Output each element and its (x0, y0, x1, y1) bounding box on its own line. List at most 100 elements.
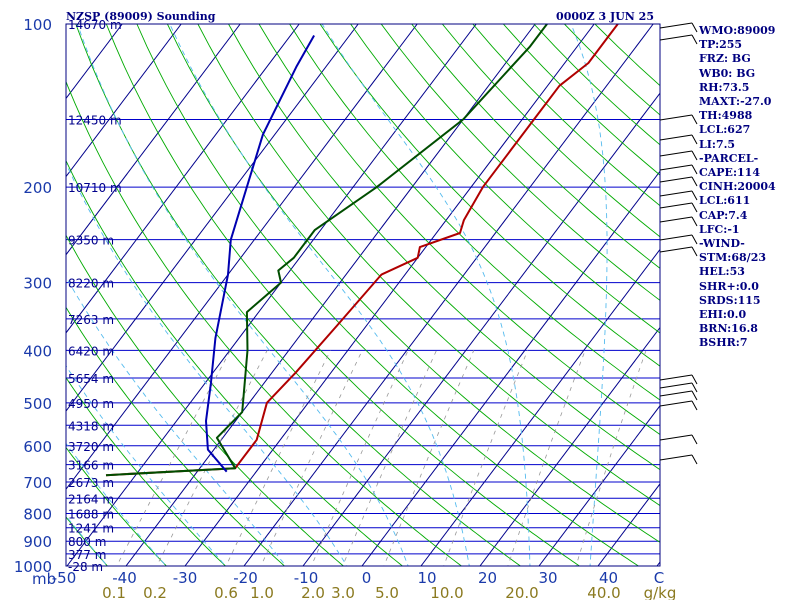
dry-adiabat-line (319, 24, 660, 367)
dry-adiabat-line (66, 234, 345, 566)
height-label: 6420 m (68, 344, 114, 358)
wind-barb (659, 164, 693, 171)
isotherm-line (479, 326, 660, 566)
dry-adiabat-line (75, 24, 522, 566)
height-label: 3166 m (68, 459, 114, 473)
height-label: 8220 m (68, 277, 114, 291)
pressure-unit-label: mb (32, 570, 56, 588)
temperature-tick-label: -10 (294, 569, 319, 587)
dry-adiabat-line (197, 24, 660, 507)
temperature-unit-label: C (654, 569, 664, 587)
wind-barb (659, 382, 693, 389)
wind-barb-flag (691, 150, 698, 161)
wind-barb-flag (691, 164, 698, 175)
sounding-index-item: EHI:0.0 (699, 308, 747, 321)
wind-barb-flag (691, 234, 698, 245)
mixing-ratio-label: 0.1 (102, 584, 126, 600)
isotherm-line (302, 92, 660, 566)
pressure-tick-label: 1000 (14, 558, 52, 576)
dry-adiabat-line (66, 80, 463, 566)
isotherm-line (66, 24, 241, 256)
wind-barb (659, 150, 693, 157)
wind-barb (659, 390, 693, 397)
mixing-ratio-line (575, 350, 647, 566)
height-label: 3720 m (68, 440, 114, 454)
sounding-index-item: -PARCEL- (699, 151, 759, 165)
mixing-ratio-line (443, 350, 529, 566)
wind-barb-flag (691, 390, 698, 401)
height-label: 1241 m (68, 522, 114, 536)
wind-barb-flag (691, 382, 698, 393)
height-label: 14670 m (68, 18, 122, 32)
dry-adiabat-line (66, 516, 109, 566)
wind-barb-flag (691, 202, 698, 213)
temperature-tick-label: 20 (478, 569, 497, 587)
height-label: 2164 m (68, 492, 114, 506)
isotherm-line (538, 404, 660, 566)
wind-barbs (659, 22, 698, 465)
sounding-index-item: CAP:7.4 (699, 208, 748, 222)
height-label: 5654 m (68, 372, 114, 386)
mixing-ratio-label: 10.0 (430, 584, 463, 600)
mixing-ratio-line (507, 350, 586, 566)
mixing-ratio-label: 0.2 (143, 584, 167, 600)
pressure-tick-label: 700 (23, 474, 52, 492)
dry-adiabat-line (380, 24, 660, 301)
dewpoint-trace (105, 24, 548, 477)
temperature-tick-label: 40 (599, 569, 618, 587)
temperature-trace (105, 24, 619, 477)
height-label: 10710 m (68, 181, 122, 195)
mixing-ratio-label: 3.0 (331, 584, 355, 600)
wind-barb (659, 400, 693, 407)
mixing-ratio-line (156, 350, 268, 566)
temperature-tick-label: -40 (112, 569, 137, 587)
dry-adiabat-line (258, 24, 660, 436)
isotherm-line (420, 248, 660, 566)
sounding-index-item: SHR+:0.0 (699, 279, 759, 293)
isotherm-line (66, 24, 182, 178)
wind-barb (659, 246, 693, 253)
observation-time: 0000Z 3 JUN 25 (556, 10, 654, 23)
sounding-index-item: LFC:-1 (699, 222, 740, 236)
mixing-ratio-line (383, 350, 475, 566)
sounding-index-item: LCL:627 (699, 123, 751, 137)
dry-adiabat-line (66, 306, 286, 566)
pressure-tick-label: 800 (23, 505, 52, 523)
sounding-index-item: LCL:611 (699, 194, 751, 208)
wind-barb-flag (691, 374, 698, 385)
wind-barb (659, 434, 693, 441)
mixing-ratio-label: 0.6 (214, 584, 238, 600)
dry-adiabat-line (411, 24, 660, 269)
sounding-index-item: WMO:89009 (699, 24, 776, 37)
isotherm-line (66, 24, 359, 412)
wetbulb-trace (205, 35, 315, 473)
temperature-tick-label: -50 (52, 569, 77, 587)
mixing-ratio-line (342, 350, 437, 566)
height-label: 7263 m (68, 313, 114, 327)
dry-adiabat-line (228, 24, 660, 471)
chart-title: NZSP (89009) Sounding (66, 10, 216, 23)
dry-adiabat-line (136, 24, 640, 566)
wind-barb (659, 202, 693, 209)
sounding-index-item: SRDS:115 (699, 293, 761, 307)
height-label: 377 m (68, 548, 106, 562)
wind-barb-flag (691, 400, 698, 411)
temperature-tick-label: 30 (538, 569, 557, 587)
wind-barb-flag (691, 134, 698, 145)
sounding-index-item: WB0: BG (699, 66, 756, 80)
temperature-tick-label: -30 (173, 569, 198, 587)
dry-adiabat-line (66, 159, 404, 566)
sounding-index-item: LI:7.5 (699, 137, 736, 151)
wind-barb-flag (691, 190, 698, 201)
pressure-tick-label: 500 (23, 395, 52, 413)
mixing-ratio-unit-label: g/kg (644, 584, 677, 600)
height-label: 1688 m (68, 507, 114, 521)
dry-adiabat-line (350, 24, 660, 334)
wind-barb (659, 114, 693, 121)
sounding-index-item: BRN:16.8 (699, 322, 758, 336)
mixing-ratio-label: 2.0 (301, 584, 325, 600)
mixing-ratio-line (260, 350, 363, 566)
moist-adiabat-line (570, 24, 608, 566)
isotherm-line (66, 24, 477, 566)
